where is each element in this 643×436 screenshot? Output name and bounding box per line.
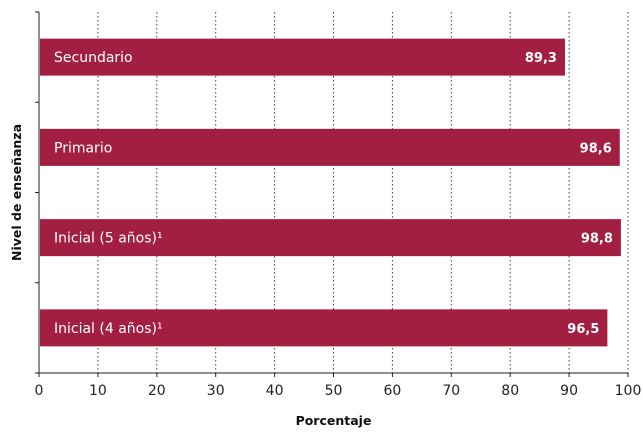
x-axis-title: Porcentaje — [296, 413, 372, 428]
x-tick-label: 30 — [207, 383, 225, 399]
x-tick-label: 70 — [442, 383, 460, 399]
x-tick-label: 40 — [266, 383, 284, 399]
x-tick-label: 90 — [560, 383, 578, 399]
x-tick-label: 80 — [501, 383, 519, 399]
bar-category-label: Secundario — [54, 50, 133, 66]
bar-value-label: 89,3 — [525, 51, 557, 66]
bar — [40, 128, 620, 166]
y-axis-title: Nivel de enseñanza — [9, 124, 24, 261]
bar-value-label: 98,8 — [581, 232, 613, 247]
axes — [35, 11, 629, 377]
bar-category-label: Primario — [54, 140, 112, 156]
x-tick-label: 100 — [615, 383, 642, 399]
x-tick-label: 60 — [383, 383, 401, 399]
bar-value-label: 98,6 — [580, 141, 612, 156]
bar — [40, 219, 621, 257]
x-tick-label: 0 — [35, 383, 44, 399]
bar-value-label: 96,5 — [567, 322, 599, 337]
x-tick-label: 20 — [148, 383, 166, 399]
bar — [40, 38, 565, 76]
x-tick-label: 50 — [325, 383, 343, 399]
x-tick-labels: 0 10 20 30 40 50 60 70 80 90 100 — [35, 383, 642, 399]
bars: Secundario 89,3 Primario 98,6 Inicial (5 año… — [40, 38, 621, 347]
bar — [40, 309, 608, 347]
bar-category-label: Inicial (4 años)¹ — [54, 321, 163, 337]
bar-category-label: Inicial (5 años)¹ — [54, 231, 163, 247]
x-tick-label: 10 — [89, 383, 107, 399]
